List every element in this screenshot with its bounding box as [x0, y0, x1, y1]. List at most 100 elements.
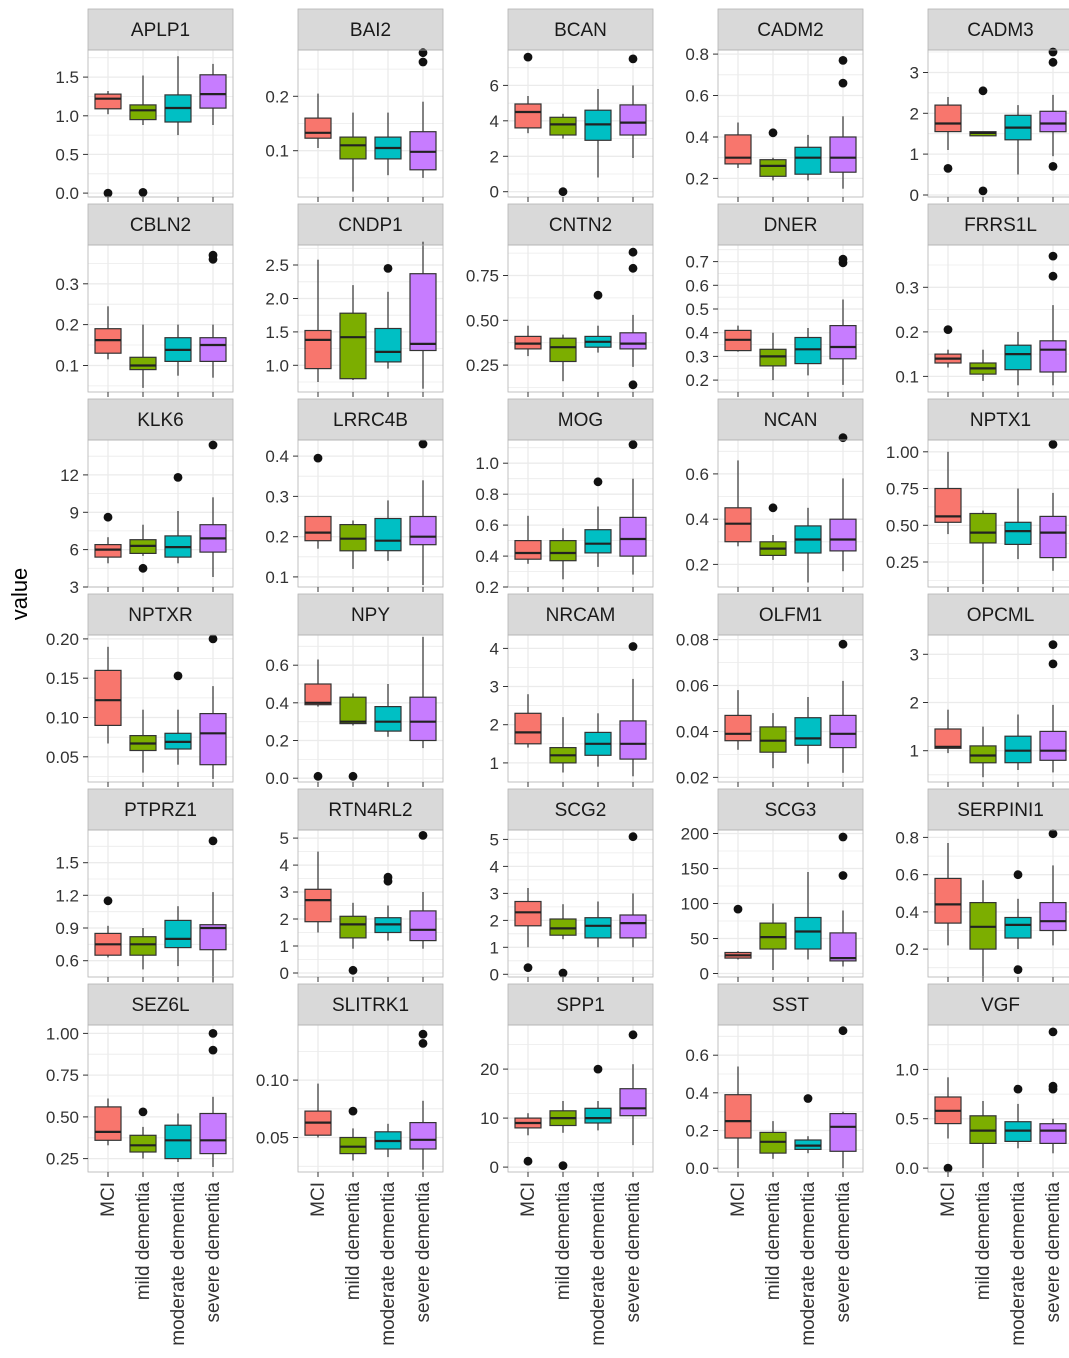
box-MCI	[724, 122, 752, 168]
panel-border	[717, 49, 864, 198]
outlier-point	[418, 831, 428, 840]
outlier-point	[593, 290, 603, 300]
y-tick-label: 0.05	[46, 748, 79, 767]
outlier-point	[838, 832, 848, 842]
outlier-point	[1013, 965, 1023, 974]
y-tick-label: 1.00	[46, 1024, 79, 1043]
box-moderate-dementia	[374, 112, 402, 176]
panel-title: CNDP1	[338, 215, 402, 236]
y-tick-label: 0	[490, 965, 499, 984]
box-moderate-dementia	[374, 500, 402, 561]
y-tick-label: 1.5	[55, 854, 79, 873]
box-body	[794, 916, 822, 950]
y-tick-label: 0.05	[256, 1129, 289, 1148]
x-tick-label: severe dementia	[1043, 1182, 1064, 1323]
outlier-point	[838, 78, 848, 88]
panel-border	[87, 49, 234, 198]
box-MCI	[514, 515, 542, 564]
panel-serpini1: SERPINI1 0.2 0.4 0.6 0.8	[895, 788, 1069, 982]
box-moderate-dementia	[794, 872, 822, 960]
y-tick-label: 1.5	[55, 68, 79, 87]
y-tick-label: 2	[490, 911, 499, 930]
box-MCI	[304, 93, 332, 148]
box-mild-dementia	[969, 349, 997, 381]
box-moderate-dementia	[164, 56, 192, 136]
box-body	[619, 914, 647, 939]
box-MCI	[724, 1066, 752, 1169]
panel-ncan: NCAN 0.2 0.4 0.6	[685, 398, 864, 592]
x-tick-label: mild dementia	[763, 1182, 784, 1301]
y-tick-label: 0.1	[265, 568, 289, 587]
panel-title: OPCML	[967, 605, 1035, 626]
outlier-point	[838, 254, 848, 264]
outlier-point	[1048, 440, 1058, 449]
panel-title: SPP1	[556, 995, 605, 1016]
y-tick-label: 1.0	[265, 356, 289, 375]
y-tick-label: 9	[70, 503, 79, 522]
y-tick-label: 0.75	[886, 480, 919, 499]
y-tick-label: 1	[910, 742, 919, 761]
box-moderate-dementia	[794, 1094, 822, 1154]
panel-title: CADM2	[757, 20, 824, 41]
panel-title: FRRS1L	[964, 215, 1037, 236]
box-moderate-dementia	[1004, 331, 1032, 386]
y-tick-label: 0.8	[685, 45, 709, 64]
box-mild-dementia	[339, 693, 367, 781]
y-tick-label: 0.2	[685, 555, 709, 574]
box-MCI	[724, 690, 752, 750]
y-tick-label: 0.1	[55, 357, 79, 376]
panel-border	[927, 439, 1069, 588]
y-tick-label: 3	[910, 645, 919, 664]
box-MCI	[94, 306, 122, 360]
outlier-point	[418, 439, 428, 449]
box-body	[619, 332, 647, 350]
y-tick-label: 0.15	[46, 669, 79, 688]
box-body	[339, 136, 367, 160]
box-MCI	[304, 1083, 332, 1138]
outlier-point	[628, 642, 638, 651]
box-body	[549, 116, 577, 136]
box-severe-dementia	[409, 831, 437, 949]
box-severe-dementia	[829, 832, 857, 967]
panel-strip	[507, 8, 654, 51]
panel-strip	[927, 788, 1069, 831]
panel-cadm2: CADM2 0.2 0.4 0.6 0.8	[685, 8, 864, 202]
y-tick-label: 0.02	[676, 768, 709, 787]
y-tick-label: 6	[490, 76, 499, 95]
panel-title: SCG2	[555, 800, 607, 821]
y-tick-label: 0.2	[475, 578, 499, 597]
box-body	[164, 1124, 192, 1160]
outlier-point	[558, 187, 568, 197]
outlier-point	[383, 872, 393, 882]
panel-strip	[297, 8, 444, 51]
outlier-point	[628, 247, 638, 257]
box-body	[549, 337, 577, 363]
x-tick-label: moderate dementia	[378, 1182, 399, 1346]
box-severe-dementia	[199, 250, 227, 378]
outlier-point	[208, 1029, 218, 1038]
y-tick-label: 3	[490, 884, 499, 903]
y-tick-label: 1.5	[265, 323, 289, 342]
outlier-point	[838, 56, 848, 65]
panel-strip	[507, 398, 654, 441]
panel-border	[297, 1024, 444, 1173]
box-severe-dementia	[199, 1029, 227, 1167]
box-MCI	[94, 896, 122, 958]
panel-border	[297, 244, 444, 393]
outlier-point	[978, 186, 988, 196]
box-MCI	[514, 325, 542, 357]
box-body	[339, 312, 367, 380]
box-MCI	[934, 1077, 962, 1173]
box-body	[759, 159, 787, 177]
box-severe-dementia	[409, 1029, 437, 1170]
box-mild-dementia	[969, 880, 997, 977]
box-severe-dementia	[619, 642, 647, 777]
box-mild-dementia	[549, 113, 577, 197]
y-tick-label: 5	[490, 830, 499, 849]
x-tick-label: moderate dementia	[168, 1182, 189, 1346]
panel-title: CBLN2	[130, 215, 191, 236]
panel-border	[507, 244, 654, 393]
outlier-point	[523, 52, 533, 62]
box-body	[339, 1136, 367, 1155]
y-tick-label: 0.2	[265, 732, 289, 751]
